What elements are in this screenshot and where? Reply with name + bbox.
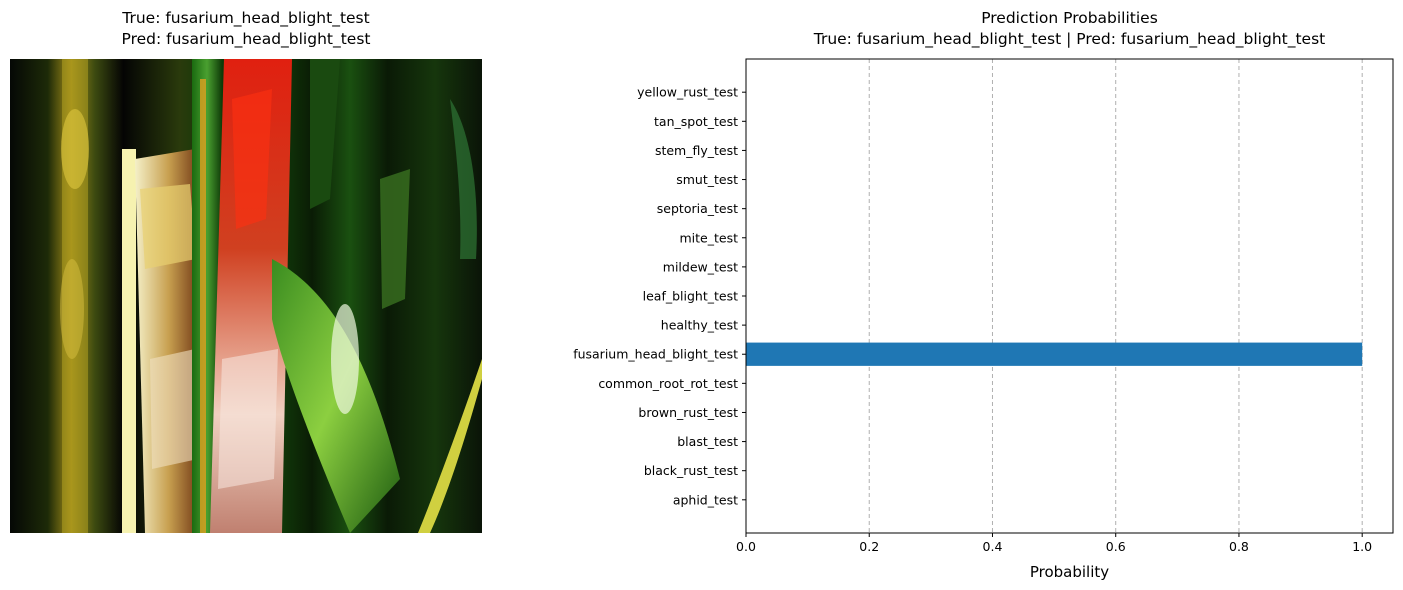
chart-title-sub: True: fusarium_head_blight_test | Pred: … xyxy=(813,30,1326,48)
y-tick-label: aphid_test xyxy=(673,492,738,507)
chart-title: Prediction Probabilities True: fusarium_… xyxy=(746,8,1393,50)
x-tick-label: 0.2 xyxy=(859,539,879,554)
y-tick-labels: aphid_test black_rust_test blast_test brown… xyxy=(573,85,746,507)
x-tick-label: 0.0 xyxy=(736,539,756,554)
y-tick-label: stem_fly_test xyxy=(655,143,738,158)
y-tick-label: septoria_test xyxy=(657,201,738,216)
grid-lines xyxy=(745,59,1363,533)
y-tick-label: blast_test xyxy=(677,434,738,449)
y-tick-label: yellow_rust_test xyxy=(637,85,738,100)
y-tick-label: tan_spot_test xyxy=(654,114,738,129)
y-tick-label: brown_rust_test xyxy=(638,405,738,420)
y-tick-label: mite_test xyxy=(680,230,739,245)
bar xyxy=(746,342,1363,366)
x-axis-label: Probability xyxy=(1030,563,1109,581)
x-tick-label: 0.8 xyxy=(1229,539,1249,554)
sample-image xyxy=(10,59,482,533)
x-tick-labels: 0.0 0.2 0.4 0.6 0.8 1.0 xyxy=(736,533,1372,554)
y-tick-label: leaf_blight_test xyxy=(643,289,738,304)
bars xyxy=(746,342,1363,366)
y-tick-label: common_root_rot_test xyxy=(598,376,738,391)
y-tick-label: healthy_test xyxy=(661,318,738,333)
image-title-true: True: fusarium_head_blight_test xyxy=(122,9,370,27)
x-tick-label: 0.4 xyxy=(983,539,1003,554)
y-tick-label: smut_test xyxy=(676,172,738,187)
y-tick-label: fusarium_head_blight_test xyxy=(573,347,738,362)
x-tick-label: 1.0 xyxy=(1352,539,1372,554)
y-tick-label: mildew_test xyxy=(663,259,738,274)
chart-title-main: Prediction Probabilities xyxy=(981,9,1158,27)
plot-frame xyxy=(745,58,1394,534)
image-title-pred: Pred: fusarium_head_blight_test xyxy=(121,30,371,48)
x-tick-label: 0.6 xyxy=(1106,539,1126,554)
y-tick-label: black_rust_test xyxy=(644,463,738,478)
image-title: True: fusarium_head_blight_test Pred: fu… xyxy=(10,8,482,50)
